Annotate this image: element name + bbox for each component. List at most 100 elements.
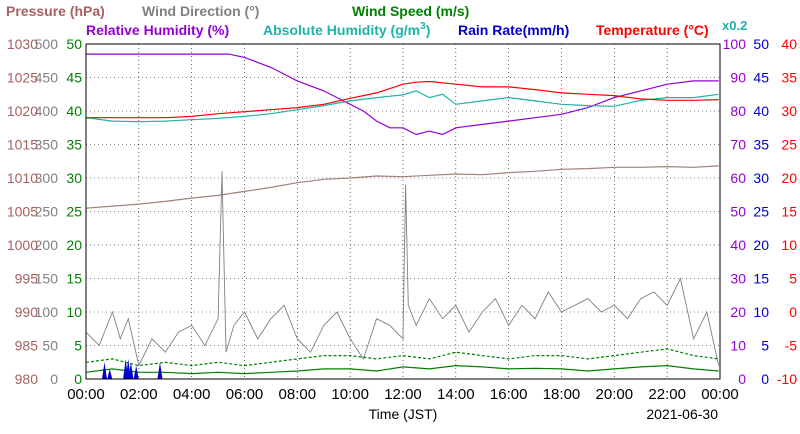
tick-label-temperature: 15 [781, 204, 797, 220]
tick-label-pressure: 980 [15, 371, 39, 387]
tick-label-wind_dir: 400 [35, 103, 59, 119]
grid [86, 44, 720, 379]
tick-label-rain_rate: 30 [753, 170, 769, 186]
tick-label-temperature: 10 [781, 237, 797, 253]
series-wind-speed-min [85, 364, 719, 375]
tick-label-wind_speed: 5 [74, 338, 82, 354]
tick-label-temperature: 30 [781, 103, 797, 119]
x-tick-label: 22:00 [648, 386, 686, 403]
rain-spike [133, 365, 139, 379]
header-pressure-label: Pressure (hPa) [6, 3, 105, 19]
tick-label-temperature: 35 [781, 70, 797, 86]
series-relative-humidity [86, 53, 719, 136]
tick-label-wind_dir: 500 [35, 36, 59, 52]
tick-label-wind_dir: 200 [35, 237, 59, 253]
tick-label-rel_humidity: 0 [738, 371, 746, 387]
tick-label-rain_rate: 20 [753, 237, 769, 253]
tick-label-rel_humidity: 50 [730, 204, 746, 220]
tick-label-temperature: 0 [789, 304, 797, 320]
tick-label-temperature: -5 [785, 338, 798, 354]
x-axis: 00:00 02:00 04:00 06:00 08:00 10:00 12:00 14:00… [67, 386, 739, 403]
tick-label-rain_rate: 50 [753, 36, 769, 52]
left-axes: 1030 1025 1020 1015 1010 1005 1000 995 990 985 980… [7, 36, 82, 387]
tick-label-rel_humidity: 20 [730, 304, 746, 320]
tick-label-rain_rate: 35 [753, 137, 769, 153]
tick-label-temperature: 25 [781, 137, 797, 153]
x-tick-label: 14:00 [437, 386, 475, 403]
plot-frame [85, 43, 721, 380]
tick-label-rel_humidity: 100 [723, 36, 747, 52]
tick-label-rain_rate: 40 [753, 103, 769, 119]
x-tick-label: 12:00 [384, 386, 422, 403]
tick-label-wind_speed: 30 [66, 170, 82, 186]
tick-label-rain_rate: 5 [761, 338, 769, 354]
header-wind-speed-label: Wind Speed (m/s) [352, 3, 469, 19]
tick-label-pressure: 1020 [7, 103, 38, 119]
series-wind-speed [85, 348, 719, 367]
tick-label-pressure: 1015 [7, 137, 38, 153]
tick-label-pressure: 990 [15, 304, 39, 320]
tick-label-wind_speed: 15 [66, 271, 82, 287]
tick-label-temperature: 20 [781, 170, 797, 186]
rain-spike [157, 362, 163, 379]
tick-label-rel_humidity: 70 [730, 137, 746, 153]
tick-label-pressure: 1010 [7, 170, 38, 186]
abs-humidity-end: ) [426, 22, 431, 38]
tick-label-rel_humidity: 30 [730, 271, 746, 287]
tick-label-wind_speed: 40 [66, 103, 82, 119]
right-axes: 1009080706050403020100504540353025201510… [723, 36, 798, 387]
tick-label-wind_dir: 450 [35, 70, 59, 86]
tick-label-pressure: 1005 [7, 204, 38, 220]
abs-humidity-sup: 3 [420, 21, 426, 32]
tick-label-rain_rate: 15 [753, 271, 769, 287]
tick-label-pressure: 995 [15, 271, 39, 287]
tick-label-rain_rate: 45 [753, 70, 769, 86]
series-temperature [86, 80, 719, 119]
tick-label-wind_speed: 50 [66, 36, 82, 52]
tick-label-wind_speed: 35 [66, 137, 82, 153]
abs-humidity-main: Absolute Humidity (g/m [263, 22, 420, 38]
tick-label-wind_dir: 150 [35, 271, 59, 287]
x-tick-label: 02:00 [120, 386, 158, 403]
tick-label-rel_humidity: 60 [730, 170, 746, 186]
header-relative-humidity-label: Relative Humidity (%) [86, 22, 229, 38]
tick-label-pressure: 1025 [7, 70, 38, 86]
tick-label-wind_dir: 350 [35, 137, 59, 153]
tick-label-pressure: 1030 [7, 36, 38, 52]
tick-label-rain_rate: 25 [753, 204, 769, 220]
x-axis-label: Time (JST) [369, 406, 438, 422]
tick-label-wind_dir: 300 [35, 170, 59, 186]
x-tick-label: 04:00 [173, 386, 211, 403]
header-absolute-humidity-label: Absolute Humidity (g/m3) [263, 21, 430, 38]
tick-label-pressure: 985 [15, 338, 39, 354]
tick-label-wind_speed: 25 [66, 204, 82, 220]
x-tick-label: 08:00 [279, 386, 317, 403]
tick-label-rel_humidity: 80 [730, 103, 746, 119]
tick-label-temperature: 40 [781, 36, 797, 52]
tick-label-wind_dir: 250 [35, 204, 59, 220]
tick-label-temperature: 5 [789, 271, 797, 287]
tick-label-wind_speed: 45 [66, 70, 82, 86]
tick-label-rel_humidity: 90 [730, 70, 746, 86]
x-tick-label: 10:00 [331, 386, 369, 403]
x-tick-label: 20:00 [596, 386, 634, 403]
header-wind-direction-label: Wind Direction (°) [142, 3, 259, 19]
rain-spike [101, 362, 107, 379]
date-label: 2021-06-30 [646, 406, 718, 422]
tick-label-rain_rate: 10 [753, 304, 769, 320]
rain-spike [128, 362, 134, 379]
series-layer [85, 53, 720, 379]
tick-label-wind_dir: 50 [42, 338, 58, 354]
series-wind-direction [85, 171, 720, 367]
rain-spike [107, 368, 113, 379]
tick-label-pressure: 1000 [7, 237, 38, 253]
tick-label-rel_humidity: 40 [730, 237, 746, 253]
header-rain-rate-label: Rain Rate(mm/h) [458, 22, 569, 38]
tick-label-wind_speed: 20 [66, 237, 82, 253]
series-pressure [85, 165, 719, 209]
tick-label-temperature: -10 [777, 371, 797, 387]
header-temperature-label: Temperature (°C) [596, 22, 709, 38]
x-tick-label: 06:00 [226, 386, 264, 403]
x-tick-label: 00:00 [67, 386, 105, 403]
